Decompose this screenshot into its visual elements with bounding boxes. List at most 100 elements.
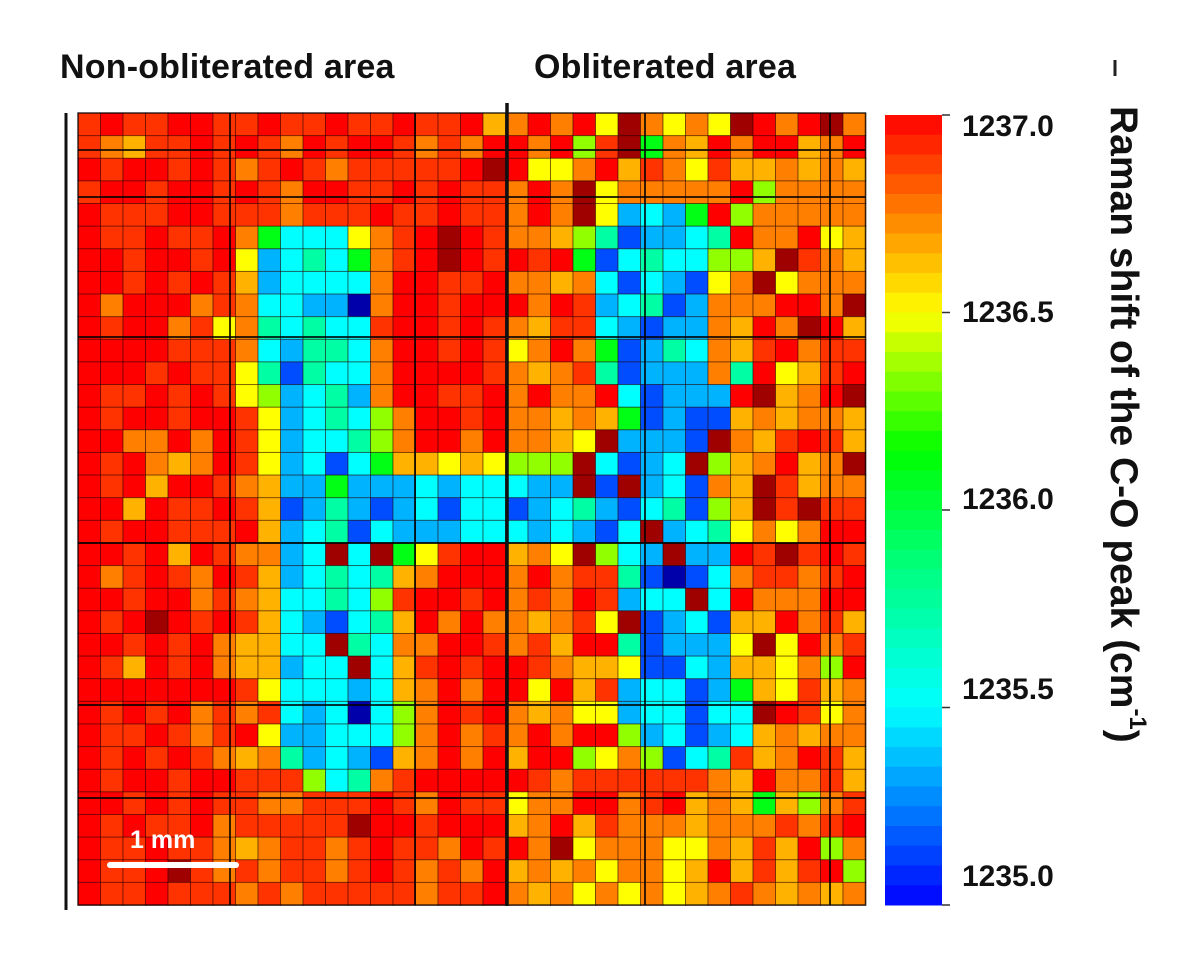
heatmap-cell xyxy=(842,632,867,657)
heatmap-cell xyxy=(257,542,282,567)
heatmap-cell xyxy=(617,519,642,544)
heatmap-cell xyxy=(302,474,327,499)
heatmap-cell xyxy=(325,203,349,227)
heatmap-cell xyxy=(595,746,619,771)
heatmap-cell xyxy=(550,859,574,884)
heatmap-cell xyxy=(325,180,349,205)
heatmap-cell xyxy=(752,270,777,295)
heatmap-cell xyxy=(415,632,439,657)
heatmap-cell xyxy=(190,338,214,363)
heatmap-cell xyxy=(527,791,552,816)
heatmap-cell xyxy=(820,225,844,250)
heatmap-cell xyxy=(325,497,349,522)
heatmap-cell xyxy=(370,270,394,295)
heatmap-cell xyxy=(167,157,192,182)
colorbar-band xyxy=(885,450,942,471)
heatmap-cell xyxy=(752,338,777,363)
colorbar xyxy=(885,115,942,906)
heatmap-cell xyxy=(437,813,462,838)
heatmap-cell xyxy=(415,429,439,454)
heatmap-cell xyxy=(662,157,687,182)
heatmap-cell xyxy=(820,791,844,816)
heatmap-cell xyxy=(662,678,687,703)
heatmap-cell xyxy=(797,519,822,544)
heatmap-cell xyxy=(505,112,529,137)
heatmap-cell xyxy=(460,587,484,612)
heatmap-cell xyxy=(460,519,484,544)
heatmap-cell xyxy=(77,225,102,250)
heatmap-cell xyxy=(235,112,259,137)
heatmap-cell xyxy=(550,881,574,906)
heatmap-cell xyxy=(752,542,777,567)
heatmap-cell xyxy=(842,293,867,318)
heatmap-cell xyxy=(595,836,619,861)
heatmap-cell xyxy=(640,497,664,522)
heatmap-cell xyxy=(100,225,124,250)
heatmap-cell xyxy=(527,610,552,635)
heatmap-cell xyxy=(685,768,709,793)
heatmap-cell xyxy=(190,361,214,386)
heatmap-cell xyxy=(77,180,102,205)
heatmap-cell xyxy=(640,610,664,635)
heatmap-cell xyxy=(707,859,732,884)
heatmap-cell xyxy=(280,203,304,227)
heatmap-cell xyxy=(370,610,394,635)
heatmap-cell xyxy=(280,180,304,205)
heatmap-cell xyxy=(257,406,282,431)
heatmap-cell xyxy=(797,497,822,522)
heatmap-cell xyxy=(797,112,822,137)
heatmap-cell xyxy=(775,406,799,431)
heatmap-cell xyxy=(820,406,844,431)
heatmap-cell xyxy=(685,565,709,589)
heatmap-cell xyxy=(415,610,439,635)
heatmap-cell xyxy=(707,723,732,748)
heatmap-cell xyxy=(662,180,687,205)
heatmap-cell xyxy=(392,384,417,408)
heatmap-cell xyxy=(820,723,844,748)
heatmap-cell xyxy=(595,610,619,635)
heatmap-cell xyxy=(482,813,507,838)
heatmap-cell xyxy=(122,610,147,635)
heatmap-cell xyxy=(347,678,372,703)
heatmap-cell xyxy=(527,270,552,295)
heatmap-cell xyxy=(257,610,282,635)
heatmap-cell xyxy=(302,203,327,227)
heatmap-cell xyxy=(145,881,169,906)
heatmap-cell xyxy=(505,678,529,703)
colorbar-band xyxy=(885,628,942,649)
heatmap-cell xyxy=(257,655,282,680)
heatmap-cell xyxy=(370,791,394,816)
heatmap-cell xyxy=(685,542,709,567)
colorbar-band xyxy=(885,668,942,689)
heatmap-cell xyxy=(572,723,597,748)
heatmap-cell xyxy=(347,429,372,454)
heatmap-cell xyxy=(415,791,439,816)
heatmap-cell xyxy=(640,587,664,612)
heatmap-cell xyxy=(100,519,124,544)
heatmap-cell xyxy=(370,361,394,386)
heatmap-cell xyxy=(190,678,214,703)
heatmap-cell xyxy=(460,678,484,703)
heatmap-cell xyxy=(212,338,237,363)
colorbar-band xyxy=(885,352,942,373)
heatmap-cell xyxy=(325,157,349,182)
heatmap-cell xyxy=(640,384,664,408)
heatmap-cell xyxy=(730,565,754,589)
heatmap-cell xyxy=(797,157,822,182)
heatmap-cell xyxy=(392,813,417,838)
heatmap-cell xyxy=(280,338,304,363)
heatmap-cell xyxy=(842,135,867,160)
colorbar-band xyxy=(885,589,942,610)
heatmap-cell xyxy=(302,565,327,589)
heatmap-cell xyxy=(392,203,417,227)
heatmap-cell xyxy=(595,157,619,182)
heatmap-cell xyxy=(212,746,237,771)
heatmap-cell xyxy=(640,768,664,793)
heatmap-cell xyxy=(685,338,709,363)
heatmap-cell xyxy=(775,746,799,771)
heatmap-cell xyxy=(617,813,642,838)
heatmap-cell xyxy=(325,451,349,476)
heatmap-cell xyxy=(685,655,709,680)
heatmap-cell xyxy=(167,542,192,567)
heatmap-cell xyxy=(662,203,687,227)
